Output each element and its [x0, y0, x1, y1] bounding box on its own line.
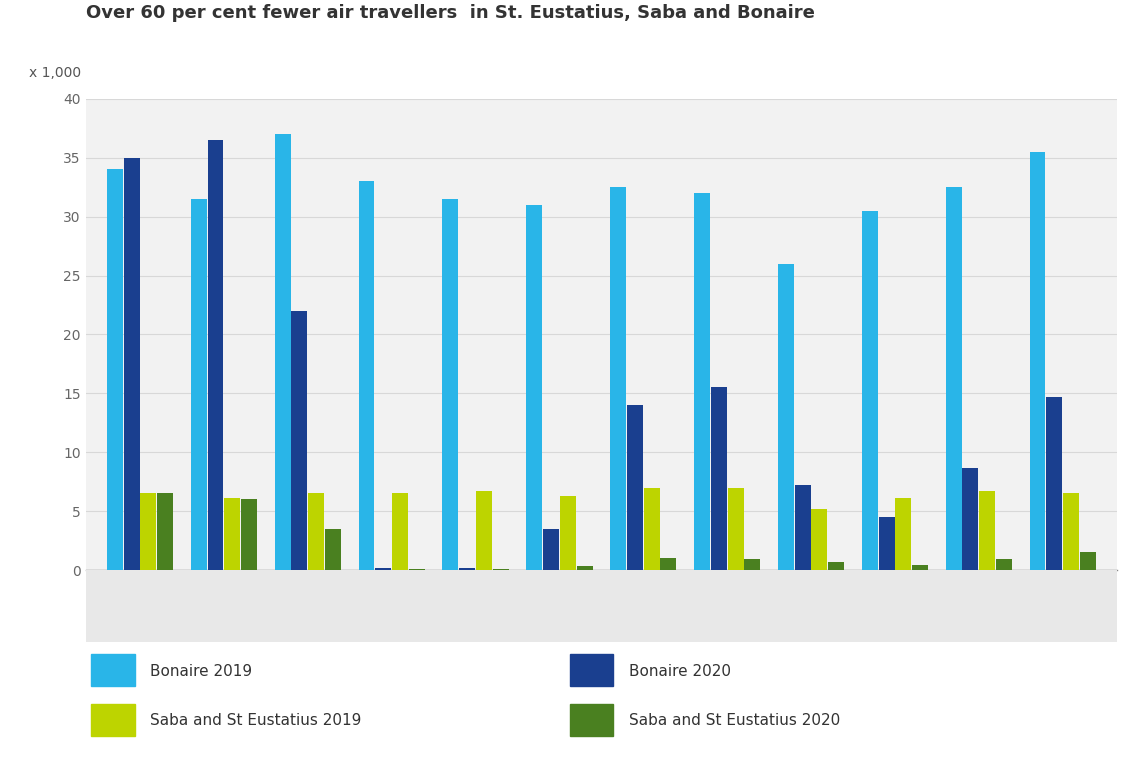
Bar: [912, 565, 928, 570]
Bar: [777, 264, 793, 570]
Bar: [795, 485, 811, 570]
Bar: [996, 559, 1012, 570]
Bar: [477, 491, 491, 570]
Bar: [241, 499, 256, 570]
Bar: [358, 182, 374, 570]
Text: x 1,000: x 1,000: [28, 66, 81, 80]
Text: Saba and St Eustatius 2019: Saba and St Eustatius 2019: [150, 713, 361, 728]
Bar: [292, 311, 308, 570]
Bar: [694, 193, 710, 570]
Bar: [627, 405, 643, 570]
Bar: [879, 517, 895, 570]
Bar: [727, 488, 743, 570]
Bar: [459, 568, 475, 570]
Bar: [375, 568, 391, 570]
Bar: [577, 566, 593, 570]
Bar: [225, 498, 241, 570]
Bar: [1029, 152, 1045, 570]
Bar: [140, 493, 156, 570]
Bar: [207, 140, 223, 570]
Text: Bonaire 2019: Bonaire 2019: [150, 663, 253, 679]
Text: Saba and St Eustatius 2020: Saba and St Eustatius 2020: [629, 713, 840, 728]
Bar: [308, 493, 324, 570]
Bar: [442, 199, 458, 570]
Bar: [1080, 553, 1096, 570]
Bar: [392, 493, 408, 570]
Bar: [123, 157, 139, 570]
Bar: [829, 562, 845, 570]
Bar: [560, 496, 576, 570]
Bar: [492, 568, 508, 570]
Bar: [1064, 493, 1080, 570]
Bar: [962, 467, 978, 570]
Bar: [862, 211, 878, 570]
Bar: [157, 493, 173, 570]
Bar: [644, 488, 660, 570]
Bar: [275, 134, 291, 570]
Bar: [895, 498, 911, 570]
Bar: [527, 204, 543, 570]
Bar: [1047, 397, 1062, 570]
Bar: [107, 169, 123, 570]
Bar: [744, 559, 760, 570]
Bar: [409, 568, 425, 570]
Bar: [190, 199, 206, 570]
Bar: [979, 491, 995, 570]
Bar: [946, 187, 962, 570]
Text: Over 60 per cent fewer air travellers  in St. Eustatius, Saba and Bonaire: Over 60 per cent fewer air travellers in…: [86, 4, 814, 22]
Bar: [812, 508, 828, 570]
Bar: [711, 388, 726, 570]
Bar: [543, 529, 559, 570]
Text: Bonaire 2020: Bonaire 2020: [629, 663, 731, 679]
Bar: [660, 558, 676, 570]
Bar: [610, 187, 626, 570]
Bar: [325, 529, 341, 570]
